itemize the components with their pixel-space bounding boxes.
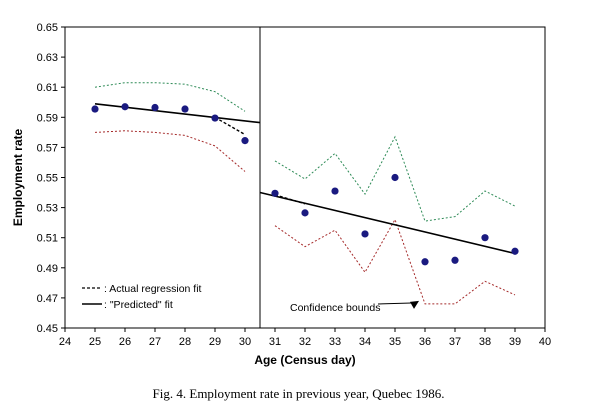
confidence-bounds-annotation: Confidence bounds [290,302,381,314]
predicted-fit-left-line [94,103,261,124]
y-tick-label: 0.53 [37,203,58,215]
x-tick-label: 32 [299,336,311,348]
y-tick-label: 0.51 [37,233,58,245]
x-tick-label: 27 [149,336,161,348]
annotation-arrow-line [377,302,417,305]
observed-point [211,114,219,122]
y-tick-label: 0.59 [37,112,58,124]
x-tick-label: 26 [119,336,131,348]
observed-point [241,137,249,145]
observed-point [151,103,159,112]
observed-point [91,105,99,113]
x-tick-label: 33 [329,336,341,348]
x-tick-label: 29 [209,336,221,348]
x-axis-title: Age (Census day) [254,353,355,367]
predicted-fit-right-line [259,191,516,255]
x-tick-label: 34 [359,336,371,348]
observed-point [511,247,519,255]
observed-point [271,189,279,197]
observed-point [391,173,399,182]
actual-fit-left-tail-line [214,116,246,136]
x-tick-label: 30 [239,336,251,348]
y-tick-label: 0.65 [37,22,58,34]
actual-fit-right-start-line [274,194,306,205]
y-axis-title: Employment rate [11,128,25,226]
y-tick-label: 0.47 [37,293,58,305]
legend-label-actual: : Actual regression fit [104,283,202,295]
y-tick-label: 0.63 [37,52,58,64]
x-tick-label: 25 [89,336,101,348]
confidence-lower-bound-right-line [274,218,516,305]
confidence-upper-bound-left-line [94,82,246,112]
annotation-arrowhead [410,300,419,309]
observed-point [121,103,129,111]
observed-point [301,209,309,217]
legend-label-predicted: : "Predicted" fit [104,299,173,311]
observed-point [331,187,339,195]
observed-point [481,234,489,242]
y-tick-label: 0.45 [37,323,58,335]
observed-point [361,230,369,238]
observed-point [421,258,429,266]
x-tick-label: 39 [509,336,521,348]
x-tick-label: 35 [389,336,401,348]
confidence-upper-bound-right-line [274,135,516,222]
x-tick-label: 24 [59,336,71,348]
y-tick-label: 0.57 [37,142,58,154]
x-tick-label: 37 [449,336,461,348]
x-tick-label: 38 [479,336,491,348]
y-tick-label: 0.49 [37,263,58,275]
figure-caption: Fig. 4. Employment rate in previous year… [152,386,445,401]
confidence-lower-bound-left-line [94,130,246,172]
x-tick-label: 40 [539,336,551,348]
x-tick-label: 31 [269,336,281,348]
observed-point [181,105,189,113]
observed-point [451,256,459,264]
y-tick-label: 0.61 [37,82,58,94]
y-tick-label: 0.55 [37,173,58,185]
x-tick-label: 36 [419,336,431,348]
x-tick-label: 28 [179,336,191,348]
